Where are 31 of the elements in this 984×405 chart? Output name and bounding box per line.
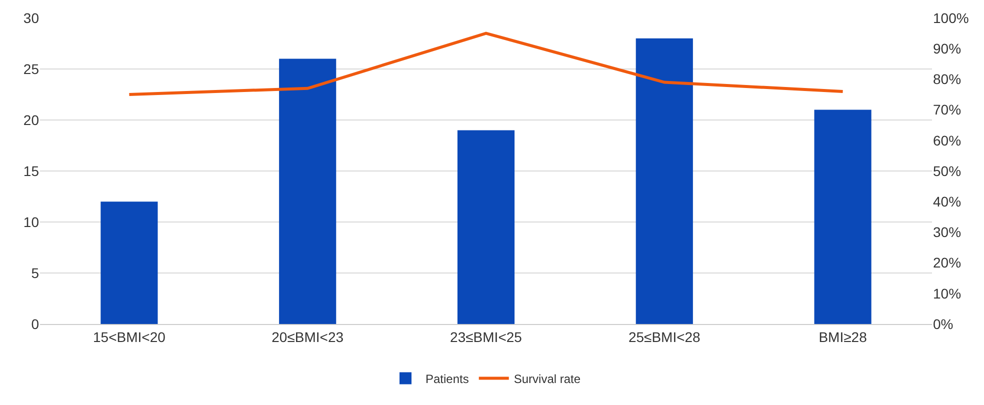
bar bbox=[100, 202, 158, 324]
y2-tick-label: 30% bbox=[933, 224, 962, 240]
legend-label: Survival rate bbox=[514, 372, 581, 386]
y2-tick-label: 40% bbox=[933, 194, 962, 210]
x-tick-label: BMI≥28 bbox=[818, 328, 868, 345]
y2-tick-label: 10% bbox=[933, 285, 962, 302]
bar bbox=[814, 110, 872, 324]
legend-label: Patients bbox=[426, 372, 469, 386]
y2-tick-label: 0% bbox=[933, 316, 954, 332]
x-tick-label: 25≤BMI<28 bbox=[628, 328, 701, 345]
y2-tick-label: 20% bbox=[933, 254, 962, 271]
line-series bbox=[128, 32, 844, 96]
y-tick-label: 30 bbox=[23, 10, 40, 26]
y-tick-label: 15 bbox=[23, 162, 40, 179]
y2-tick-label: 70% bbox=[933, 102, 962, 118]
x-tick-label: 15<BMI<20 bbox=[93, 328, 166, 345]
y2-tick-label: 60% bbox=[933, 132, 962, 148]
bar bbox=[279, 58, 336, 324]
y-tick-label: 0 bbox=[31, 316, 40, 332]
y-tick-label: 25 bbox=[23, 60, 40, 77]
x-tick-label: 20≤BMI<23 bbox=[272, 328, 344, 345]
x-tick-label: 23≤BMI<25 bbox=[450, 328, 522, 345]
y-tick-label: 5 bbox=[31, 264, 40, 281]
y2-tick-label: 100% bbox=[933, 10, 969, 26]
bar bbox=[636, 38, 693, 324]
y-tick-label: 20 bbox=[23, 112, 40, 128]
y2-tick-label: 80% bbox=[933, 71, 962, 88]
y2-tick-label: 90% bbox=[933, 40, 962, 56]
bar bbox=[457, 130, 515, 324]
y2-tick-label: 50% bbox=[933, 162, 962, 179]
y-tick-label: 10 bbox=[23, 214, 40, 230]
